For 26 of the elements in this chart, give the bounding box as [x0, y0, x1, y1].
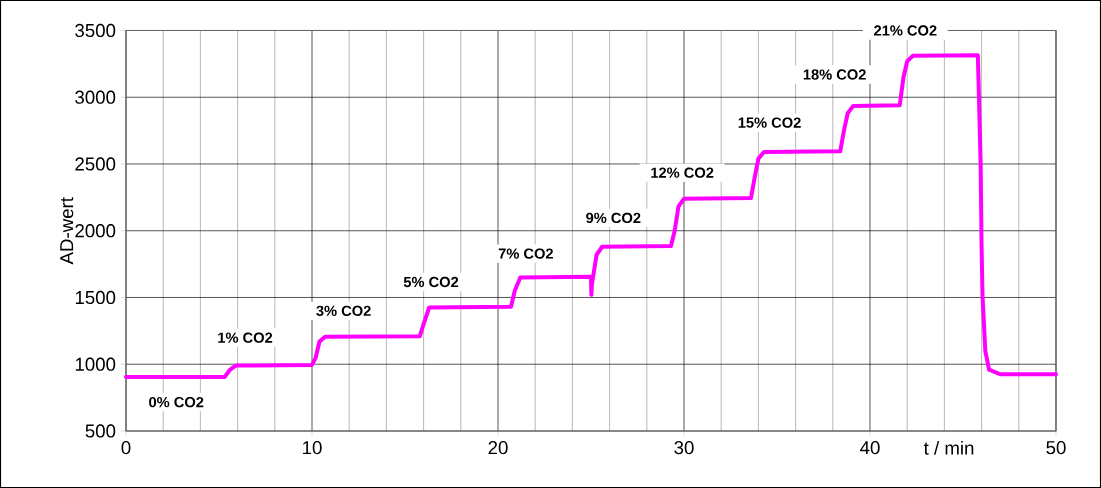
- x-tick-label: 50: [1046, 441, 1066, 455]
- y-tick-label: 3000: [75, 90, 116, 104]
- x-tick-label: 40: [860, 441, 880, 455]
- y-tick-label: 2500: [75, 157, 116, 171]
- annotation: 15% CO2: [738, 117, 801, 128]
- x-tick-label: 30: [674, 441, 694, 455]
- annotation: 12% CO2: [651, 167, 714, 178]
- annotation: 3% CO2: [316, 305, 371, 317]
- y-tick-label: 1000: [75, 357, 116, 371]
- x-axis-title: t / min: [923, 441, 974, 455]
- annotation: 0% CO2: [149, 396, 204, 408]
- y-tick-label: 500: [85, 424, 116, 438]
- y-axis-title: AD-wert: [60, 197, 74, 265]
- annotation: 7% CO2: [498, 248, 553, 259]
- x-tick-label: 0: [121, 441, 131, 455]
- annotation: 9% CO2: [586, 212, 641, 224]
- y-tick-label: 3500: [75, 23, 116, 38]
- annotation: 18% CO2: [803, 69, 866, 80]
- annotation: 21% CO2: [874, 25, 937, 36]
- x-tick-label: 20: [488, 441, 508, 455]
- line-series: [124, 53, 1058, 379]
- x-tick-label: 10: [303, 441, 322, 455]
- annotation: 1% CO2: [218, 332, 273, 343]
- y-tick-label: 1500: [75, 290, 116, 305]
- annotation: 5% CO2: [403, 276, 459, 288]
- y-tick-label: 2000: [75, 224, 116, 238]
